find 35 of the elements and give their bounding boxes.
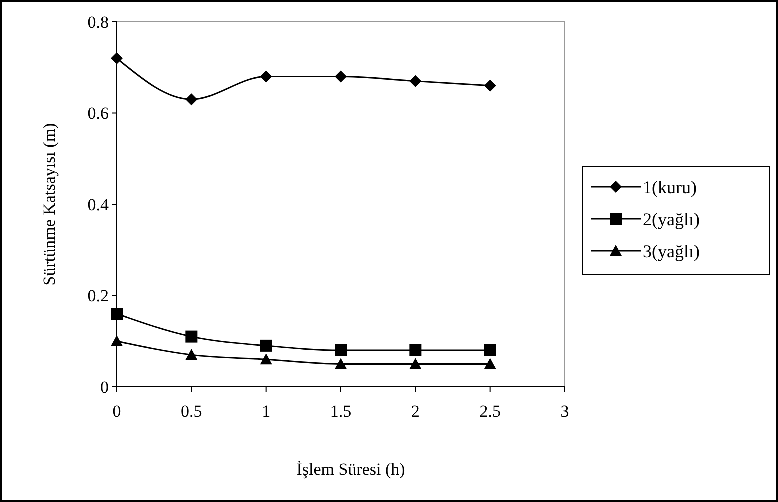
point — [410, 75, 422, 88]
point — [484, 358, 496, 370]
point — [484, 344, 496, 356]
y-tick-label: 0.8 — [88, 12, 109, 32]
x-tick-label: 0 — [112, 402, 122, 421]
y-tick-label: 0.2 — [88, 286, 109, 306]
x-axis-title: İşlem Süresi (h) — [296, 460, 406, 479]
y-tick-label: 0 — [100, 378, 109, 397]
point — [260, 340, 272, 352]
x-tick-label: 0.5 — [181, 402, 202, 421]
point — [335, 344, 347, 356]
y-tick-label: 0.4 — [88, 195, 110, 214]
x-tick-label: 2 — [411, 402, 420, 421]
point — [335, 358, 347, 370]
point — [260, 354, 272, 365]
x-tick-label: 2.5 — [480, 402, 501, 421]
point — [186, 349, 198, 360]
point — [410, 358, 422, 370]
legend-label: 1(kuru) — [643, 177, 697, 198]
legend-label: 2(yağlı) — [643, 209, 700, 230]
x-tick-label: 1.5 — [330, 402, 352, 421]
legend-label: 3(yağlı) — [643, 241, 700, 262]
point — [111, 52, 123, 64]
point — [484, 80, 496, 92]
point — [260, 70, 272, 83]
x-tick-label: 3 — [560, 402, 570, 421]
y-axis-title: Sürtünme Katsayısı (m) — [40, 123, 59, 286]
point — [186, 94, 198, 106]
x-tick-label: 1 — [262, 402, 271, 421]
point — [410, 344, 422, 356]
point — [335, 70, 347, 83]
point — [186, 330, 198, 343]
y-tick-label: 0.6 — [88, 104, 109, 124]
point — [111, 308, 123, 320]
point — [111, 335, 123, 346]
